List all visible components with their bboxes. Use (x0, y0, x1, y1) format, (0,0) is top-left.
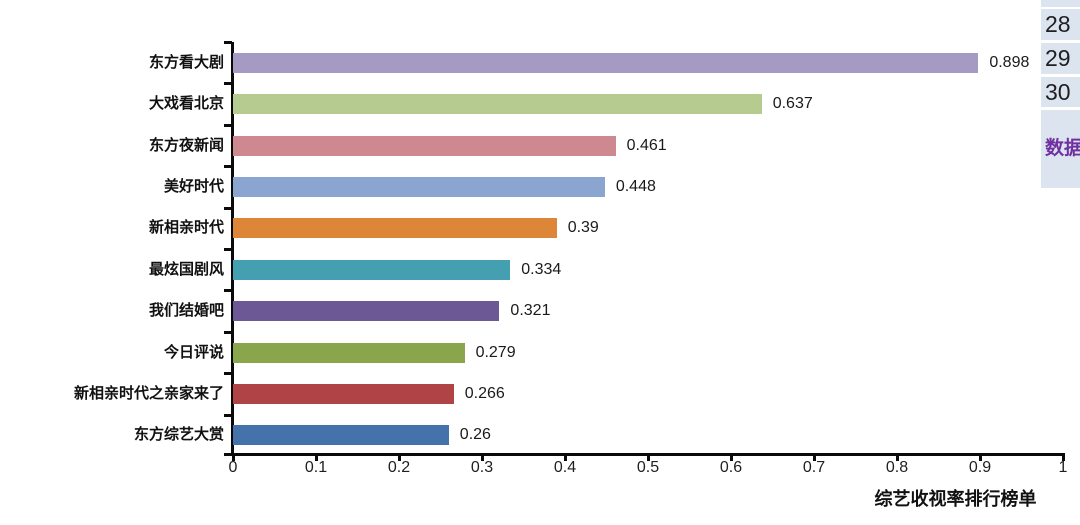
value-label: 0.26 (459, 426, 491, 444)
category-label: 我们结婚吧 (148, 303, 224, 320)
x-axis-tick (398, 456, 401, 461)
category-label: 新相亲时代 (148, 220, 224, 237)
x-tick-label: 0.1 (304, 459, 328, 476)
value-label: 0.266 (464, 384, 505, 402)
value-label: 0.321 (510, 302, 551, 320)
y-axis-tick (224, 289, 232, 293)
x-tick-label: 0.4 (553, 459, 577, 476)
bar[interactable] (233, 383, 454, 404)
bar[interactable] (233, 176, 605, 197)
value-label: 0.448 (615, 177, 656, 195)
category-label: 东方综艺大赏 (133, 427, 224, 444)
spreadsheet-row-header-29[interactable]: 29 (1041, 43, 1080, 74)
y-axis-tick (224, 248, 232, 251)
y-axis-line (231, 42, 234, 456)
value-label: 0.461 (626, 136, 667, 154)
spreadsheet-row-panel: 数据 28 29 30 (1041, 0, 1080, 215)
y-axis-tick (224, 123, 232, 127)
x-tick-label: 0.2 (387, 459, 411, 476)
category-label: 今日评说 (163, 344, 224, 361)
x-axis-line (231, 453, 1065, 456)
category-label: 最炫国剧风 (148, 261, 224, 278)
x-axis-tick (481, 456, 484, 461)
x-axis-tick (1062, 456, 1065, 461)
spreadsheet-row-header-28[interactable]: 28 (1041, 9, 1080, 40)
value-label: 0.637 (772, 95, 813, 113)
y-axis-tick (224, 453, 232, 456)
category-label: 美好时代 (163, 178, 224, 195)
y-axis-tick (224, 165, 232, 169)
x-tick-label: 1 (1058, 459, 1068, 476)
x-tick-label: 0 (228, 459, 238, 476)
x-axis-tick (315, 456, 318, 461)
y-axis-tick (224, 82, 232, 86)
category-label: 东方夜新闻 (148, 137, 224, 154)
spreadsheet-cell-partial[interactable] (1041, 0, 1080, 7)
bar[interactable] (233, 218, 557, 239)
bar[interactable] (233, 52, 979, 73)
category-label: 大戏看北京 (148, 96, 224, 113)
x-tick-label: 0.9 (968, 459, 992, 476)
y-axis-tick (224, 330, 232, 334)
value-label: 0.39 (567, 219, 599, 237)
value-label: 0.279 (475, 343, 516, 361)
bar[interactable] (233, 301, 500, 322)
value-label: 0.334 (521, 260, 562, 278)
bar[interactable] (233, 94, 762, 115)
category-label: 新相亲时代之亲家来了 (73, 385, 224, 402)
x-axis-title: 综艺收视率排行榜单 (874, 489, 1037, 509)
value-label: 0.898 (989, 53, 1030, 71)
y-axis-tick (224, 372, 232, 376)
x-axis-tick (896, 456, 899, 461)
x-axis-tick (730, 456, 733, 461)
x-axis-tick (647, 456, 650, 461)
bar[interactable] (233, 259, 511, 280)
x-tick-label: 0.8 (885, 459, 909, 476)
bar[interactable] (233, 425, 449, 446)
x-axis-tick (232, 456, 235, 461)
category-label: 东方看大剧 (148, 54, 224, 71)
x-axis-tick (813, 456, 816, 461)
x-axis-tick (979, 456, 982, 461)
y-axis-tick (224, 206, 232, 210)
y-axis-tick (224, 413, 232, 417)
bar[interactable] (233, 342, 465, 363)
spreadsheet-row-header-30[interactable]: 30 (1041, 77, 1080, 107)
x-tick-label: 0.7 (802, 459, 826, 476)
spreadsheet-cell-data-label[interactable]: 数据 (1041, 110, 1080, 188)
x-axis-tick (564, 456, 567, 461)
y-axis-tick (224, 41, 232, 44)
x-tick-label: 0.5 (636, 459, 660, 476)
x-tick-label: 0.6 (719, 459, 743, 476)
bar[interactable] (233, 135, 616, 156)
x-tick-label: 0.3 (470, 459, 494, 476)
